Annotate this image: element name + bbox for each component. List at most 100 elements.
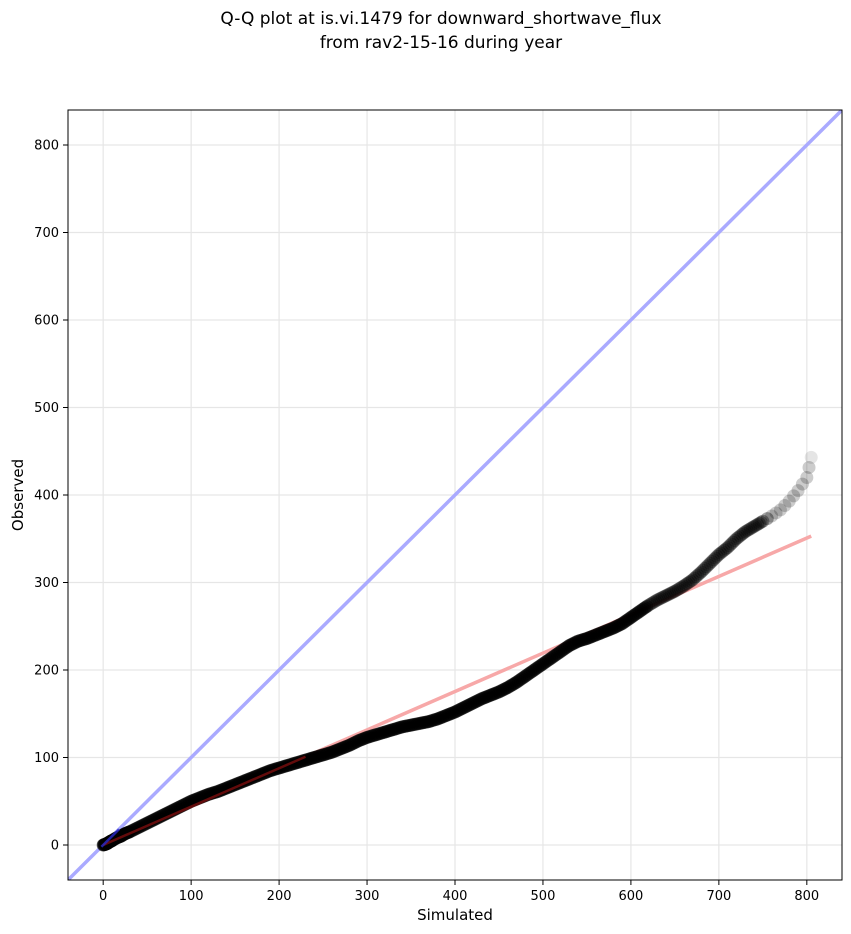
data-point — [654, 591, 668, 605]
data-point — [668, 584, 682, 598]
y-tick-label: 100 — [34, 751, 59, 766]
data-point — [659, 589, 673, 603]
data-point — [645, 596, 659, 610]
data-point — [787, 489, 801, 503]
data-point — [685, 573, 699, 587]
data-point — [745, 521, 759, 535]
identity-line-dense — [100, 828, 120, 848]
x-axis-label: Simulated — [417, 906, 493, 924]
data-point — [719, 542, 733, 556]
data-point — [738, 525, 752, 539]
data-point — [707, 553, 721, 567]
data-point — [752, 516, 766, 530]
data-point — [742, 523, 756, 537]
data-point — [696, 563, 710, 577]
data-point — [689, 570, 703, 584]
data-point — [680, 577, 694, 591]
data-point — [760, 512, 774, 526]
data-point — [708, 551, 722, 565]
data-point — [712, 548, 726, 561]
y-tick-label: 0 — [51, 839, 59, 854]
data-point — [652, 592, 666, 606]
data-point — [700, 560, 714, 574]
axis-ticks: 0 100 200 300 400 500 600 700 800 0 100 200 300 400 50… — [34, 139, 819, 905]
data-point — [664, 586, 678, 600]
x-tick-label: 500 — [531, 889, 556, 904]
data-point — [682, 575, 696, 589]
data-point — [726, 535, 740, 549]
data-point — [657, 590, 671, 603]
x-tick-label: 700 — [706, 889, 731, 904]
data-point — [693, 567, 707, 581]
data-point — [675, 580, 689, 594]
y-tick-label: 500 — [34, 401, 59, 416]
data-point — [703, 556, 717, 570]
data-point — [800, 471, 814, 484]
fit-line-dense-segment — [100, 755, 306, 848]
data-point — [802, 460, 816, 474]
y-axis-label: Observed — [9, 459, 27, 531]
data-point — [778, 499, 792, 512]
data-point — [691, 568, 705, 582]
data-point — [747, 520, 761, 533]
x-tick-label: 100 — [179, 889, 204, 904]
data-point — [656, 590, 670, 604]
data-point — [728, 534, 742, 547]
y-tick-label: 200 — [34, 664, 59, 679]
x-tick-label: 200 — [267, 889, 292, 904]
data-point — [687, 571, 701, 585]
data-point — [724, 537, 738, 551]
data-point — [804, 450, 818, 464]
data-point — [749, 518, 763, 532]
data-point — [684, 574, 698, 588]
data-point — [666, 585, 680, 599]
data-point — [677, 579, 691, 593]
x-tick-label: 300 — [355, 889, 380, 904]
data-point — [751, 517, 765, 531]
grid — [68, 110, 842, 880]
data-point — [731, 530, 745, 544]
data-points — [96, 450, 818, 852]
data-point — [678, 578, 692, 592]
data-point — [650, 593, 664, 607]
data-point — [701, 558, 715, 572]
data-point — [791, 484, 805, 498]
data-point — [782, 494, 796, 508]
y-tick-label: 300 — [34, 576, 59, 591]
data-point — [765, 509, 779, 523]
data-point — [698, 562, 712, 575]
data-point — [733, 529, 747, 543]
data-point — [640, 599, 654, 613]
data-point — [744, 522, 758, 536]
y-tick-label: 800 — [34, 139, 59, 154]
data-point — [769, 506, 783, 520]
x-tick-label: 400 — [443, 889, 468, 904]
data-point — [647, 595, 661, 609]
data-point — [670, 583, 684, 597]
data-point — [773, 503, 787, 517]
data-point — [673, 581, 687, 595]
data-point — [705, 555, 719, 568]
data-point — [717, 543, 731, 557]
data-point — [756, 514, 770, 528]
x-tick-label: 800 — [794, 889, 819, 904]
y-tick-label: 600 — [34, 314, 59, 329]
chart-title: Q-Q plot at is.vi.1479 for downward_shor… — [0, 7, 851, 55]
x-tick-label: 0 — [99, 889, 107, 904]
data-point — [671, 582, 685, 596]
identity-line — [68, 110, 842, 880]
data-point — [736, 526, 750, 540]
chart-title-line1: Q-Q plot at is.vi.1479 for downward_shor… — [220, 9, 662, 29]
data-point — [729, 532, 743, 546]
data-point — [722, 539, 736, 553]
fit-line-dense — [102, 755, 306, 847]
y-tick-label: 700 — [34, 226, 59, 241]
data-point — [661, 588, 675, 602]
data-point — [642, 598, 655, 612]
y-tick-label: 400 — [34, 489, 59, 504]
data-point — [735, 528, 749, 542]
data-point — [649, 594, 663, 608]
chart-title-line2: from rav2-15-16 during year — [319, 33, 563, 53]
data-point — [694, 565, 708, 579]
